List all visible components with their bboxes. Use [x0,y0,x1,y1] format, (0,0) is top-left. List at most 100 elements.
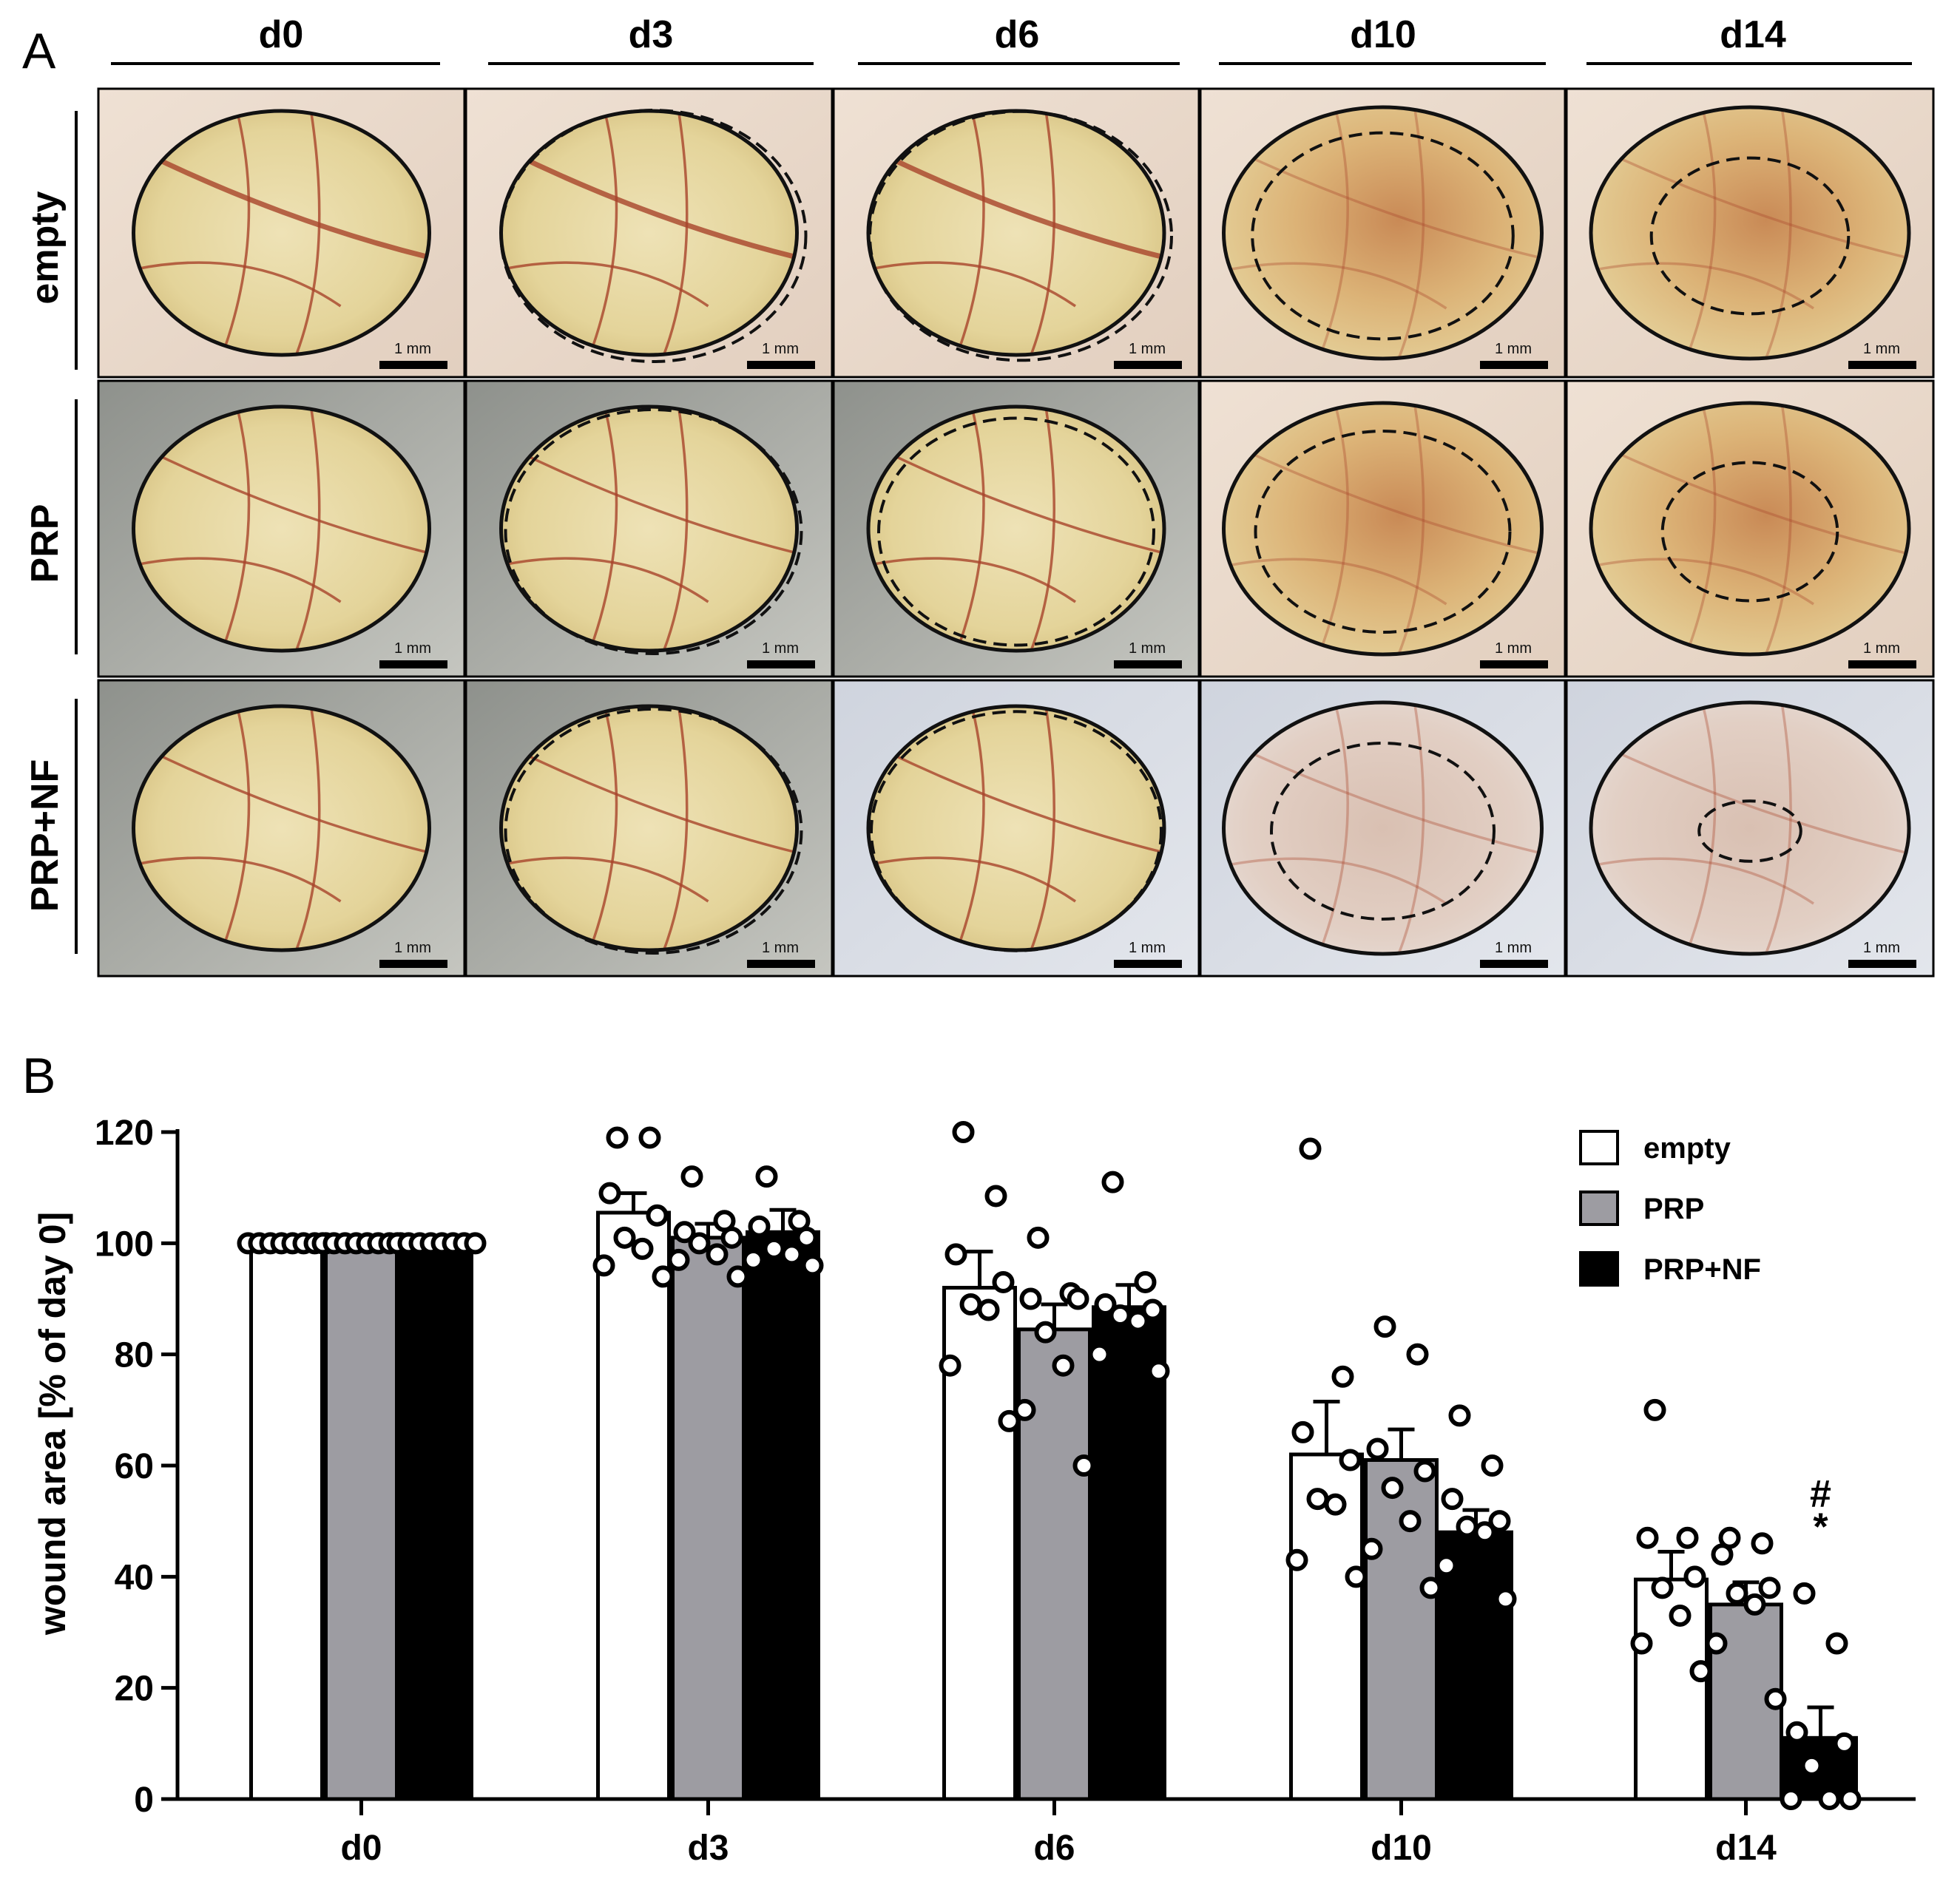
data-point [944,1243,967,1266]
legend-swatch-prp [1579,1190,1619,1226]
blood-vessels [501,407,797,651]
vessel-line [662,407,689,651]
day-header-d14: d14 [1720,13,1786,56]
legend-swatch-prp-nf [1579,1251,1619,1287]
data-point [464,1232,487,1255]
data-point [1780,1788,1802,1810]
data-point [1758,1576,1781,1599]
wound-outline-day0 [1589,700,1911,956]
wound-outline-current [504,708,803,955]
data-point [952,1121,975,1143]
data-point [977,1298,1000,1321]
data-point [1630,1632,1653,1655]
bars [249,1210,1858,1801]
vessel-line [220,706,251,950]
data-point [1291,1420,1314,1443]
group-label-empty: empty [24,191,67,304]
data-point [1683,1565,1706,1588]
vessel-line [501,145,797,260]
scale-bar-label: 1 mm [1129,640,1166,657]
wound-photo-prp-d10: 1 mm [1199,379,1567,678]
scale-bar-label: 1 mm [1863,940,1900,956]
data-point [748,1215,771,1238]
panel-b-label: B [22,1048,55,1104]
data-point [1381,1477,1404,1500]
data-point [1067,1287,1089,1310]
wound-tissue [1223,403,1542,654]
data-point [1636,1526,1659,1549]
data-point [1399,1510,1422,1533]
blood-vessels [1223,702,1542,954]
wound-photo-empty-d3: 1 mm [464,87,834,379]
scale-bar [379,361,447,369]
wound-tissue [868,111,1164,355]
bar-empty-d0 [249,1241,324,1801]
data-point [1793,1582,1816,1605]
scale-bar-label: 1 mm [1495,640,1532,657]
wound-photo-prp-nf-d14: 1 mm [1565,679,1935,978]
data-point [1324,1493,1347,1516]
wound-outline-current [1649,156,1851,316]
vessel-line [662,111,689,355]
day-header-d6: d6 [995,13,1040,56]
data-point [613,1226,636,1249]
scale-bar [379,960,447,968]
blood-vessels [868,111,1164,355]
data-point [1147,1360,1170,1383]
vessel-line [868,856,1076,903]
vessel-line [1764,107,1792,359]
scale-bar-label: 1 mm [762,640,799,657]
scale-bar [747,960,815,968]
wound-photo-empty-d0: 1 mm [97,87,466,379]
data-point [1473,1521,1496,1544]
vessel-line [133,261,342,308]
vessel-line [1223,439,1542,555]
wound-outline-current [504,408,803,655]
scale-bar-label: 1 mm [1495,940,1532,956]
group-label-prp-nf: PRP+NF [24,759,67,912]
scale-bar [1848,361,1916,369]
data-point [1285,1548,1308,1571]
data-point [801,1254,824,1277]
y-tick-label: 60 [115,1447,154,1486]
wound-outline-day0 [132,404,431,653]
vessel-line [1591,262,1814,310]
data-point [1013,1398,1036,1421]
scale-bar [1848,960,1916,968]
data-point [1441,1488,1464,1511]
vessel-line [956,407,985,651]
vessel-line [1591,739,1909,855]
data-points [237,1121,1862,1810]
scale-bar [1480,960,1548,968]
wound-tissue [501,706,797,950]
x-tick-label-d3: d3 [687,1829,729,1868]
bar-prp-d3 [671,1236,746,1801]
wound-outline-day0 [866,404,1166,653]
blood-vessels [133,706,430,950]
data-point [1488,1510,1511,1533]
vessel-line [133,145,430,260]
data-point [780,1243,803,1266]
blood-vessels [133,407,430,651]
data-point [959,1293,982,1316]
blood-vessels [133,111,430,355]
bar-prp-d0 [324,1241,399,1801]
data-point [755,1165,778,1188]
scale-bar-label: 1 mm [1495,341,1532,357]
vessel-line [294,407,321,651]
vessel-line [1764,702,1792,954]
group-label-prp: PRP [24,504,67,583]
wound-photo-empty-d10: 1 mm [1199,87,1567,379]
wound-tissue [133,706,430,950]
scale-bar-label: 1 mm [762,341,799,357]
vessel-line [868,741,1164,854]
vessel-line [133,741,430,854]
vessel-line [1685,107,1717,359]
bar-prp-nf-d3 [746,1230,820,1801]
data-point [1643,1398,1666,1421]
data-point [1435,1554,1458,1577]
day-header-d10: d10 [1350,13,1416,56]
wound-photo-prp-nf-d6: 1 mm [832,679,1200,978]
y-axis-title: wound area [% of day 0] [32,1212,73,1636]
data-point [1101,1171,1124,1193]
